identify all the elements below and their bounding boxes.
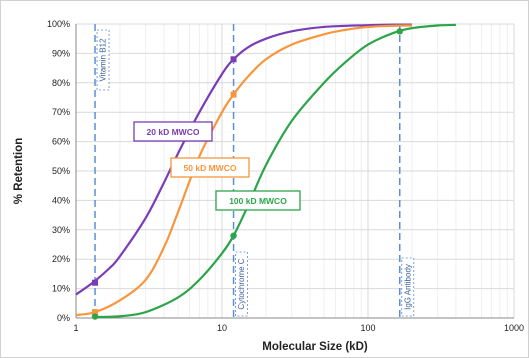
y-tick-label: 20% <box>52 254 70 264</box>
grid <box>75 23 515 319</box>
data-point <box>92 279 99 286</box>
x-axis-title: Molecular Size (kD) <box>262 341 368 353</box>
y-tick-label: 90% <box>52 48 70 58</box>
data-point <box>92 309 99 316</box>
reference-label: IgG Antibody <box>403 264 412 310</box>
data-point <box>91 313 99 320</box>
data-point <box>396 28 403 35</box>
y-tick-label: 70% <box>52 107 70 117</box>
series-label: 20 kD MWCO <box>147 127 200 137</box>
series-label-box <box>170 157 250 178</box>
reference-label-box <box>96 29 110 91</box>
y-tick-label: 0% <box>57 313 70 323</box>
y-tick-label: 10% <box>52 284 70 294</box>
y-tick-label: 80% <box>52 78 70 88</box>
reference-label: Cytochrome C <box>237 258 246 309</box>
series-label: 50 kD MWCO <box>184 163 237 173</box>
y-tick-label: 100% <box>47 19 70 29</box>
series-label: 100 kD MWCO <box>229 196 287 206</box>
data-point <box>230 91 237 98</box>
x-tick-label: 10 <box>217 323 227 333</box>
y-axis-title: % Retention <box>13 138 25 204</box>
series-label-box <box>133 121 213 142</box>
x-tick-label: 1000 <box>504 323 524 333</box>
y-tick-label: 60% <box>52 137 70 147</box>
x-tick-label: 1 <box>73 323 78 333</box>
y-tick-label: 50% <box>52 166 70 176</box>
data-point <box>230 56 237 63</box>
series-label-box <box>215 190 301 211</box>
data-point <box>230 232 237 239</box>
y-tick-label: 40% <box>52 195 70 205</box>
reference-label: Vitamin B12 <box>99 38 108 82</box>
x-tick-label: 100 <box>360 323 375 333</box>
y-tick-label: 30% <box>52 225 70 235</box>
reference-label-box <box>401 257 415 317</box>
reference-label-box <box>235 251 248 317</box>
series-line <box>75 23 412 296</box>
